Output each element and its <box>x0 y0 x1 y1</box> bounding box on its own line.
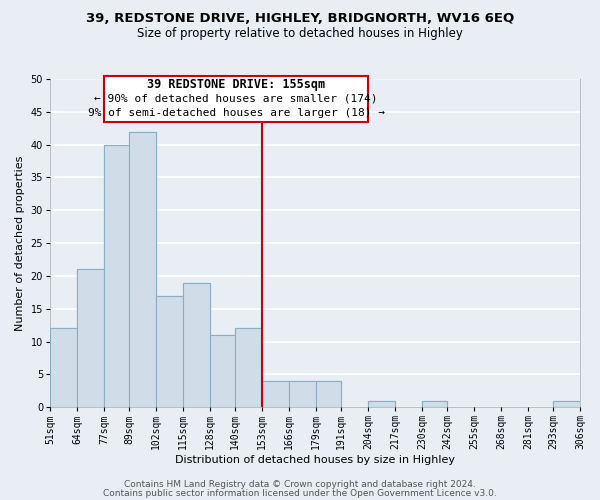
Bar <box>183 282 210 407</box>
Text: ← 90% of detached houses are smaller (174): ← 90% of detached houses are smaller (17… <box>94 93 378 103</box>
Bar <box>235 328 262 407</box>
Bar <box>316 381 341 407</box>
Text: 39, REDSTONE DRIVE, HIGHLEY, BRIDGNORTH, WV16 6EQ: 39, REDSTONE DRIVE, HIGHLEY, BRIDGNORTH,… <box>86 12 514 26</box>
Text: 39 REDSTONE DRIVE: 155sqm: 39 REDSTONE DRIVE: 155sqm <box>147 78 325 90</box>
Text: Contains HM Land Registry data © Crown copyright and database right 2024.: Contains HM Land Registry data © Crown c… <box>124 480 476 489</box>
Bar <box>422 400 447 407</box>
Bar <box>210 335 235 407</box>
Y-axis label: Number of detached properties: Number of detached properties <box>15 156 25 331</box>
Bar <box>368 400 395 407</box>
Bar <box>316 381 341 407</box>
Bar <box>289 381 316 407</box>
Bar <box>129 132 156 407</box>
Bar <box>77 270 104 407</box>
Bar <box>77 270 104 407</box>
Bar <box>129 132 156 407</box>
Bar <box>210 335 235 407</box>
Bar <box>262 381 289 407</box>
Bar <box>50 328 77 407</box>
Bar <box>104 144 129 407</box>
Bar <box>156 296 183 407</box>
Bar <box>368 400 395 407</box>
Bar <box>422 400 447 407</box>
Bar <box>235 328 262 407</box>
Bar <box>262 381 289 407</box>
Bar <box>183 282 210 407</box>
Text: Size of property relative to detached houses in Highley: Size of property relative to detached ho… <box>137 28 463 40</box>
Bar <box>289 381 316 407</box>
Text: Contains public sector information licensed under the Open Government Licence v3: Contains public sector information licen… <box>103 489 497 498</box>
Bar <box>156 296 183 407</box>
Text: 9% of semi-detached houses are larger (18) →: 9% of semi-detached houses are larger (1… <box>88 108 385 118</box>
Bar <box>104 144 129 407</box>
Bar <box>50 328 77 407</box>
Bar <box>553 400 580 407</box>
FancyBboxPatch shape <box>104 76 368 122</box>
X-axis label: Distribution of detached houses by size in Highley: Distribution of detached houses by size … <box>175 455 455 465</box>
Bar <box>553 400 580 407</box>
